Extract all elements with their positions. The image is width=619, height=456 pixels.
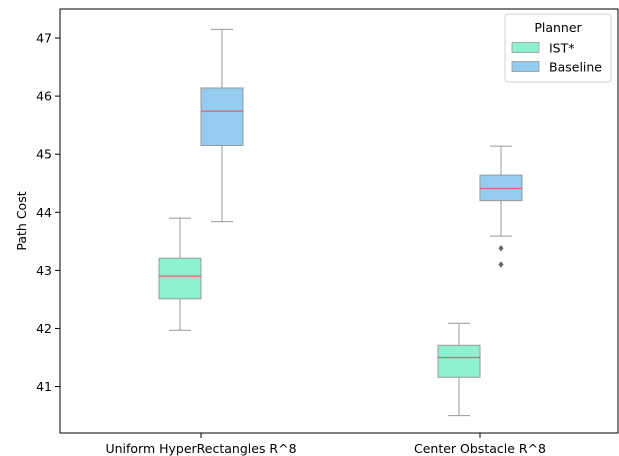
iqr-box bbox=[158, 257, 202, 300]
box-baseline-0 bbox=[200, 28, 244, 223]
iqr-box bbox=[200, 87, 244, 146]
y-tick-label: 44 bbox=[36, 205, 52, 220]
axes: 41 42 43 44 45 46 47 Path Cost Uniform HyperRect… bbox=[14, 8, 619, 456]
legend: Planner IST* Baseline bbox=[504, 13, 612, 83]
box-baseline-1 bbox=[479, 145, 523, 268]
legend-label-ist: IST* bbox=[549, 41, 575, 56]
y-tick-label: 41 bbox=[36, 379, 52, 394]
outlier-point bbox=[498, 261, 504, 268]
y-tick-label: 45 bbox=[36, 147, 52, 162]
legend-swatch-ist bbox=[511, 42, 540, 53]
box-ist-1 bbox=[437, 322, 481, 417]
outlier-point bbox=[498, 245, 504, 252]
x-tick-label: Uniform HyperRectangles R^8 bbox=[105, 441, 296, 456]
legend-label-baseline: Baseline bbox=[549, 60, 602, 75]
y-tick-label: 46 bbox=[36, 89, 52, 104]
plot-area bbox=[158, 28, 523, 417]
y-tick-label: 47 bbox=[36, 31, 52, 46]
y-tick-label: 43 bbox=[36, 263, 52, 278]
legend-swatch-baseline bbox=[511, 61, 540, 72]
x-tick-label: Center Obstacle R^8 bbox=[414, 441, 546, 456]
y-axis-label: Path Cost bbox=[14, 191, 29, 250]
plot-frame bbox=[59, 8, 619, 434]
y-tick-label: 42 bbox=[36, 321, 52, 336]
legend-title: Planner bbox=[534, 20, 582, 35]
iqr-box bbox=[437, 344, 481, 378]
box-ist-0 bbox=[158, 217, 202, 331]
